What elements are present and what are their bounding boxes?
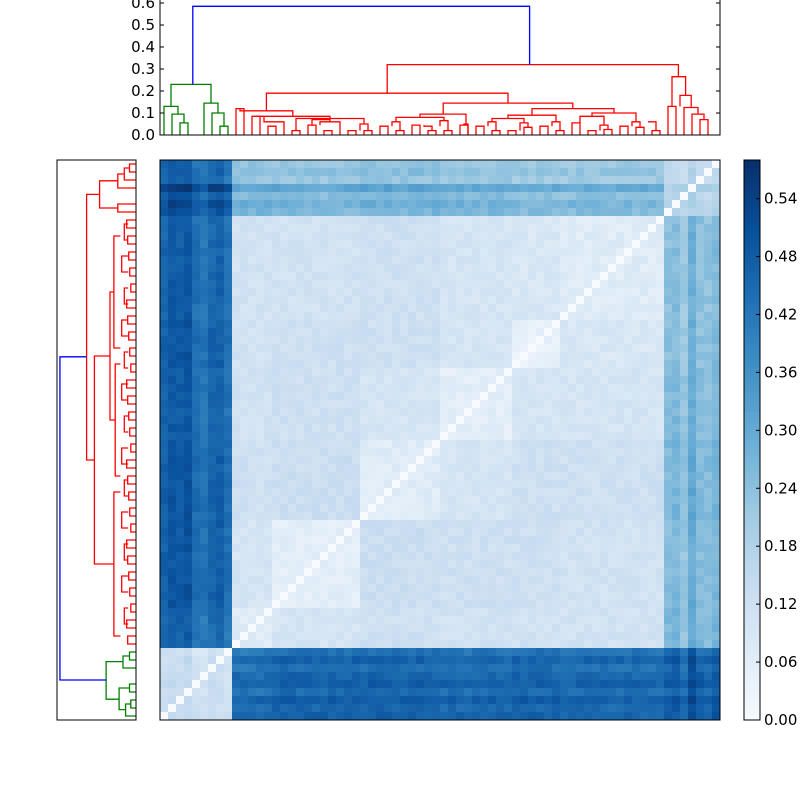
y-tick-label: 0.6 [131,0,155,12]
y-tick-label: 0.0 [131,126,155,144]
y-tick-label: 0.4 [131,38,155,56]
y-tick-label: 0.5 [131,16,155,34]
heatmap [159,159,721,721]
left-dendrogram [56,159,137,721]
colorbar-tick-label: 0.42 [764,305,797,323]
top-dendrogram [159,0,721,136]
colorbar-tick-label: 0.36 [764,363,797,381]
y-tick-label: 0.2 [131,82,155,100]
colorbar-tick-label: 0.24 [764,479,797,497]
top-dendrogram-y-axis: 0.0 0.1 0.2 0.3 0.4 0.5 0.6 [131,0,720,144]
colorbar-tick-label: 0.00 [764,711,797,729]
colorbar: 0.00 0.06 0.12 0.18 0.24 0.30 0.36 0.42 0.48 0.54 [743,159,797,729]
colorbar-tick-label: 0.30 [764,421,797,439]
colorbar-tick-label: 0.48 [764,248,797,266]
y-tick-label: 0.1 [131,104,155,122]
y-tick-label: 0.3 [131,60,155,78]
colorbar-tick-label: 0.18 [764,537,797,555]
colorbar-tick-label: 0.54 [764,190,797,208]
colorbar-tick-label: 0.06 [764,653,797,671]
colorbar-tick-label: 0.12 [764,595,797,613]
